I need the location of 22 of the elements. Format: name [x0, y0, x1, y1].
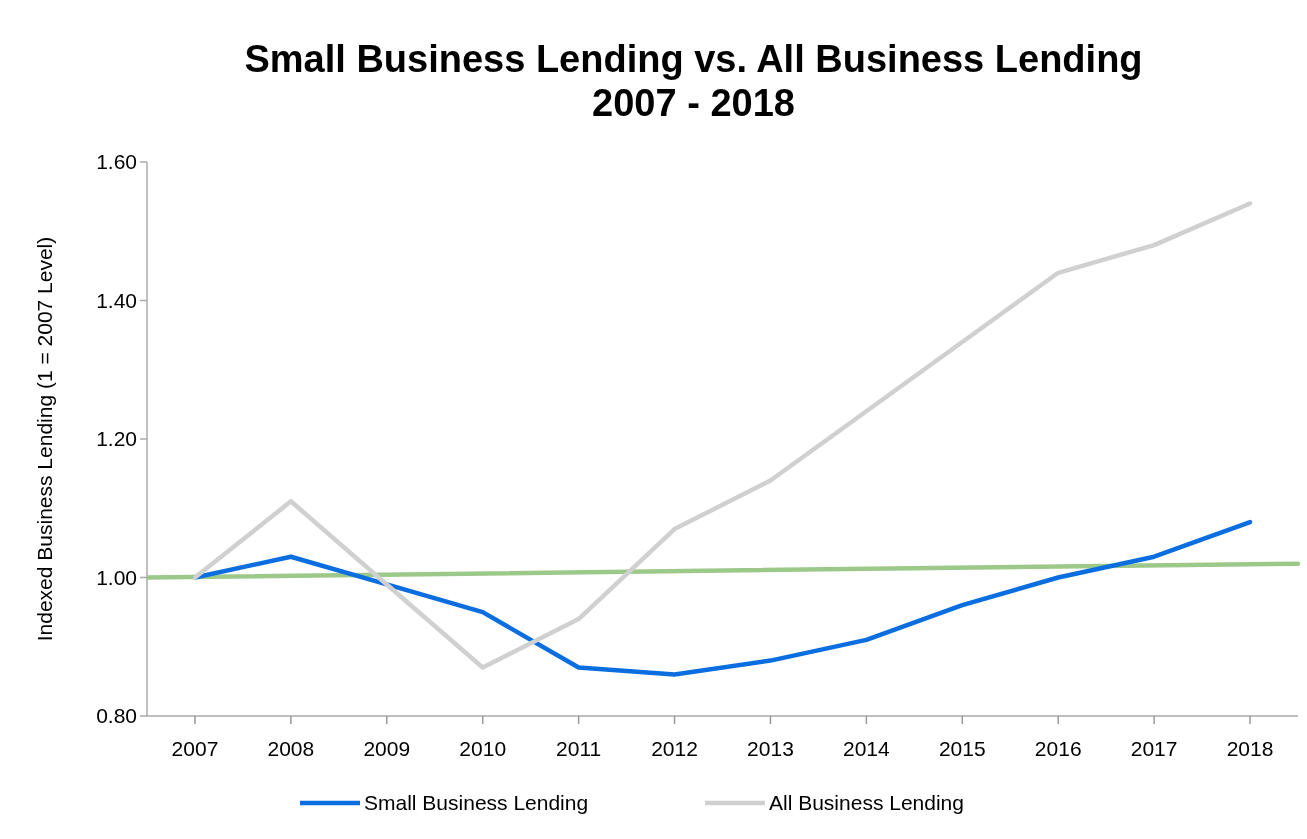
y-tick-label: 1.40: [96, 288, 137, 312]
x-tick-label: 2017: [1130, 737, 1178, 760]
x-tick-label: 2012: [651, 737, 698, 760]
y-tick-label: 1.00: [96, 565, 137, 589]
legend-label: Small Business Lending: [364, 791, 589, 815]
x-tick-label: 2016: [1034, 737, 1082, 760]
x-tick-label: 2013: [747, 737, 794, 760]
y-axis-title: Indexed Business Lending (1 = 2007 Level): [33, 236, 56, 642]
x-tick-label: 2014: [843, 737, 891, 760]
y-tick-label: 0.80: [96, 704, 137, 728]
x-tick-label: 2008: [267, 737, 315, 760]
x-tick-label: 2007: [171, 737, 219, 760]
x-tick-label: 2009: [363, 737, 411, 760]
x-tick-label: 2015: [938, 737, 986, 760]
line-series: [192, 201, 1253, 670]
y-tick-label: 1.60: [96, 150, 137, 174]
x-tick-label: 2010: [459, 737, 507, 760]
chart-title: Small Business Lending vs. All Business Lending 2007 - 2018: [244, 38, 1143, 124]
y-tick-label: 1.20: [96, 427, 137, 451]
x-tick-label: 2018: [1226, 737, 1274, 760]
legend-label: All Business Lending: [769, 791, 964, 815]
x-tick-label: 2011: [556, 737, 602, 760]
